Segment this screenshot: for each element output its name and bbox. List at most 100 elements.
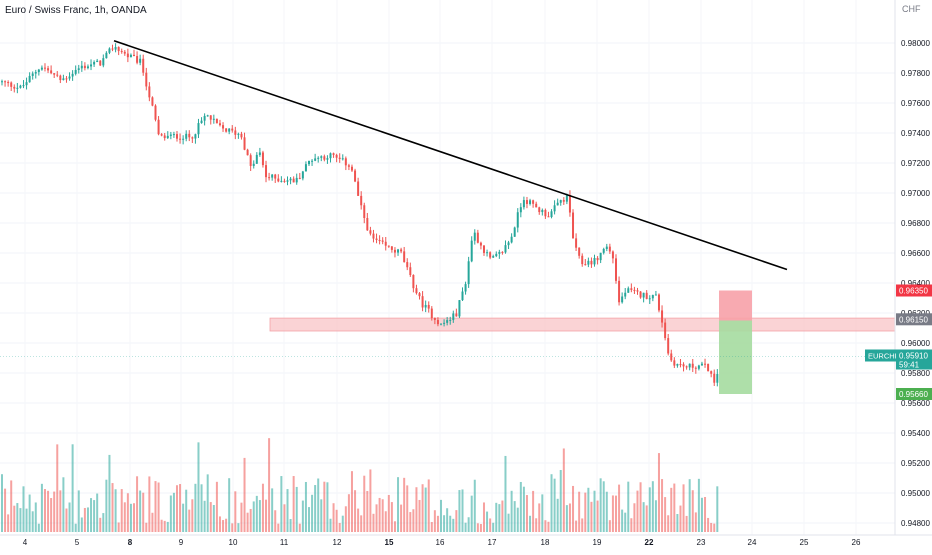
volume-bars (1, 438, 719, 532)
volume-bar (544, 520, 547, 532)
time-tick-label: 19 (593, 538, 602, 547)
candle-body (50, 70, 53, 74)
candle-body (261, 152, 264, 166)
candle-body (519, 207, 522, 213)
candle-body (323, 156, 326, 160)
volume-bar (390, 502, 393, 532)
candle-body (369, 230, 372, 234)
volume-bar (562, 448, 565, 532)
candle-body (1, 81, 3, 83)
candle-body (74, 69, 77, 74)
volume-bar (289, 519, 292, 532)
volume-bar (231, 523, 234, 532)
volume-bar (700, 497, 703, 532)
candle-body (212, 118, 215, 120)
candle-body (688, 363, 691, 368)
candle-body (68, 76, 71, 79)
candle-body (587, 260, 590, 265)
volume-bar (697, 478, 700, 532)
candle-body (618, 280, 621, 303)
volume-bar (200, 484, 203, 532)
volume-bar (90, 498, 93, 532)
volume-bar (639, 482, 642, 532)
candle-body (378, 239, 381, 241)
candle-body (575, 238, 578, 248)
volume-bar (329, 518, 332, 532)
candle-body (424, 304, 427, 308)
volume-bar (22, 486, 25, 532)
candle-body (384, 241, 387, 246)
candle-body (240, 133, 243, 138)
volume-bar (661, 479, 664, 532)
time-axis[interactable]: 4 5 8 9 10 11 12 15 16 17 18 19 22 23 24 25 26 (23, 538, 861, 547)
candle-body (179, 138, 182, 140)
volume-bar (209, 502, 212, 532)
volume-bar (203, 500, 206, 532)
volume-bar (636, 490, 639, 532)
volume-bar (145, 522, 148, 532)
volume-bar (645, 505, 648, 532)
time-tick-label: 25 (800, 538, 809, 547)
volume-bar (670, 487, 673, 532)
candle-body (495, 253, 498, 257)
candle-body (243, 137, 246, 150)
volume-bar (274, 510, 277, 532)
candle-body (133, 54, 136, 57)
candle-body (317, 157, 320, 159)
volume-bar (7, 514, 10, 532)
volume-bar (338, 522, 341, 532)
time-tick-label: 4 (23, 538, 28, 547)
candle-body (584, 264, 587, 266)
volume-bar (679, 505, 682, 532)
volume-bar (596, 500, 599, 532)
volume-bar (455, 510, 458, 532)
volume-bar (175, 485, 178, 532)
candle-body (111, 48, 114, 50)
candle-body (28, 75, 31, 83)
volume-bar (237, 523, 240, 532)
volume-bar (516, 507, 519, 532)
trendline (113, 39, 788, 271)
volume-bar (83, 507, 86, 532)
volume-bar (126, 493, 129, 532)
candle-body (65, 78, 68, 80)
volume-bar (704, 497, 707, 532)
candle-body (71, 73, 74, 77)
candle-body (344, 158, 347, 166)
candle-body (489, 252, 492, 258)
candle-body (105, 52, 108, 59)
volume-bar (151, 512, 154, 532)
volume-bar (166, 521, 169, 532)
candle-body (10, 82, 13, 87)
volume-bar (86, 507, 89, 532)
candle-body (31, 73, 34, 76)
volume-bar (62, 477, 65, 532)
candle-body (529, 200, 532, 204)
candle-body (265, 165, 268, 178)
candle-body (37, 69, 40, 73)
price-tick-label: 0.95600 (901, 399, 930, 408)
candle-body (40, 67, 43, 70)
candle-body (335, 154, 338, 158)
price-tick-label: 0.94800 (901, 519, 930, 528)
candle-body (258, 152, 261, 155)
current-price-text: 0.95910 (899, 352, 928, 361)
candle-body (433, 318, 436, 320)
volume-bar (43, 489, 46, 532)
volume-bar (366, 490, 369, 532)
time-tick-label: 22 (645, 538, 654, 547)
volume-bar (99, 517, 102, 532)
price-tick-label: 0.97200 (901, 159, 930, 168)
drawings[interactable] (113, 39, 788, 271)
volume-bar (249, 508, 252, 532)
candle-body (522, 200, 525, 208)
candle-body (633, 289, 636, 291)
candle-body (341, 158, 344, 160)
volume-bar (464, 522, 467, 532)
candle-body (516, 212, 519, 228)
volume-bar (584, 492, 587, 532)
volume-bar (673, 483, 676, 532)
